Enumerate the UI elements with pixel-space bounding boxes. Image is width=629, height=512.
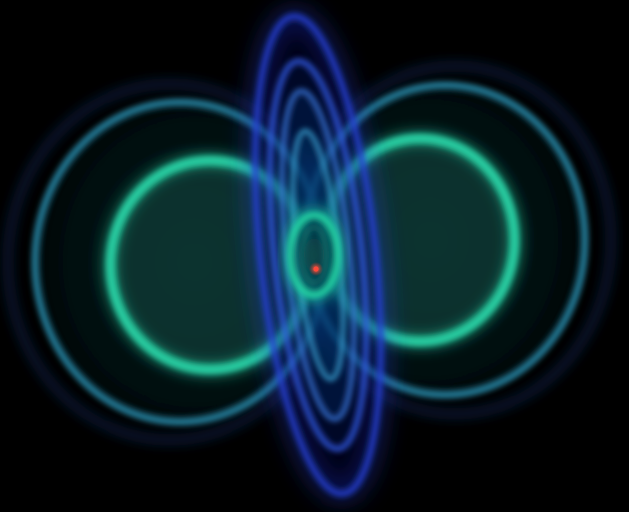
nucleus <box>309 262 323 276</box>
core-shell <box>287 212 341 298</box>
nucleus-dot <box>313 266 319 272</box>
core <box>282 207 346 303</box>
core-inner-shell <box>300 225 328 285</box>
